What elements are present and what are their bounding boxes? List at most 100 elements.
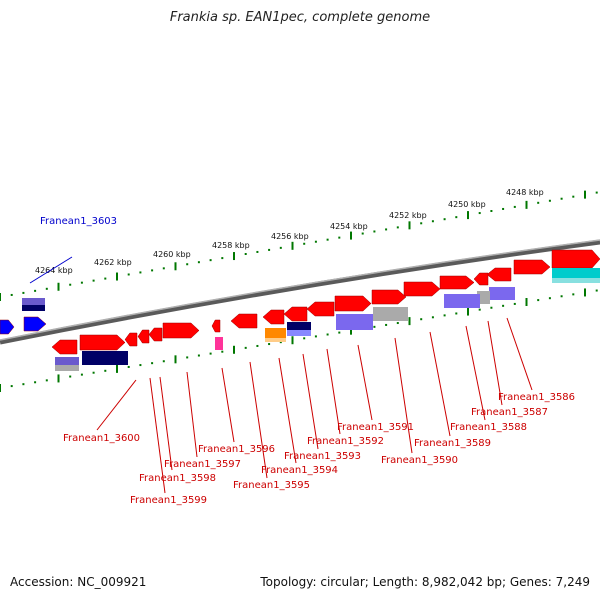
gene-leader-lines <box>29 256 533 494</box>
gene-arrow[interactable] <box>162 322 200 339</box>
gene-label-3597[interactable]: Franean1_3597 <box>164 459 241 470</box>
gene-label-3603[interactable]: Franean1_3603 <box>40 216 117 227</box>
tick-minor <box>244 346 247 349</box>
gene-arrow[interactable] <box>124 332 138 347</box>
domain-box[interactable] <box>477 291 490 304</box>
domain-box[interactable] <box>265 328 286 338</box>
gene-arrow[interactable] <box>79 334 126 351</box>
tick-minor <box>197 354 200 357</box>
gene-arrow[interactable] <box>148 327 163 342</box>
gene-arrow-highlight[interactable] <box>23 316 47 332</box>
gene-arrow[interactable] <box>439 275 475 290</box>
gene-label-3586[interactable]: Franean1_3586 <box>498 392 575 403</box>
domain-box[interactable] <box>22 305 45 311</box>
kbp-label: 4258 kbp <box>212 241 250 250</box>
gene-arrow[interactable] <box>486 267 512 282</box>
tick-minor <box>443 314 446 317</box>
tick-minor <box>45 379 48 382</box>
gene-arrow[interactable] <box>51 339 78 355</box>
gene-label-3594[interactable]: Franean1_3594 <box>261 465 338 476</box>
domain-box[interactable] <box>336 314 373 330</box>
kbp-label: 4252 kbp <box>389 211 427 220</box>
gene-arrow[interactable] <box>334 295 372 312</box>
tick-minor <box>478 212 481 215</box>
gene-arrow[interactable] <box>137 329 150 344</box>
gene-label-3596[interactable]: Franean1_3596 <box>198 444 275 455</box>
domain-box[interactable] <box>552 278 600 283</box>
gene-arrow-highlight[interactable] <box>0 319 15 335</box>
tick-minor <box>127 273 130 276</box>
tick-minor <box>34 289 37 292</box>
tick-minor <box>303 242 306 245</box>
leader-line <box>429 331 451 437</box>
gene-label-3593[interactable]: Franean1_3593 <box>284 451 361 462</box>
tick-minor <box>560 295 563 298</box>
tick-minor <box>104 369 107 372</box>
gene-label-3590[interactable]: Franean1_3590 <box>381 455 458 466</box>
gene-arrow[interactable] <box>306 301 335 317</box>
kbp-label: 4248 kbp <box>506 188 544 197</box>
tick-minor <box>314 335 317 338</box>
gene-label-3587[interactable]: Franean1_3587 <box>471 407 548 418</box>
domain-box[interactable] <box>287 330 311 336</box>
kbp-label: 4254 kbp <box>330 222 368 231</box>
tick-minor <box>373 230 376 233</box>
gene-label-3592[interactable]: Franean1_3592 <box>307 436 384 447</box>
tick-minor <box>186 356 189 359</box>
domain-box[interactable] <box>287 322 311 330</box>
tick-minor <box>279 341 282 344</box>
leader-line <box>186 371 198 458</box>
domain-box[interactable] <box>552 268 600 278</box>
tick-minor <box>595 289 598 292</box>
tick-minor <box>209 352 212 355</box>
tick-minor <box>10 385 13 388</box>
tick-minor <box>385 323 388 326</box>
tick-minor <box>478 308 481 311</box>
gene-arrow[interactable] <box>473 272 489 286</box>
gene-label-3599[interactable]: Franean1_3599 <box>130 495 207 506</box>
gene-label-3589[interactable]: Franean1_3589 <box>414 438 491 449</box>
tick-minor <box>151 362 154 365</box>
domain-box[interactable] <box>489 287 515 300</box>
domain-box[interactable] <box>55 357 79 365</box>
domain-box[interactable] <box>444 294 480 308</box>
domain-box[interactable] <box>373 307 408 321</box>
gene-label-3600[interactable]: Franean1_3600 <box>63 433 140 444</box>
gene-label-3595[interactable]: Franean1_3595 <box>233 480 310 491</box>
domain-box[interactable] <box>22 298 45 305</box>
domain-box[interactable] <box>55 365 79 371</box>
gene-arrow[interactable] <box>371 289 407 305</box>
tick-minor <box>455 312 458 315</box>
tick-minor <box>431 316 434 319</box>
domain-box[interactable] <box>215 337 223 350</box>
tick-minor <box>396 322 399 325</box>
outer-tick-track <box>0 190 598 301</box>
kbp-label: 4260 kbp <box>153 250 191 259</box>
genome-backbone-highlight <box>0 239 600 341</box>
tick-minor <box>513 205 516 208</box>
gene-arrow[interactable] <box>403 281 441 297</box>
domain-box[interactable] <box>82 351 128 365</box>
gene-arrow[interactable] <box>513 259 551 275</box>
leader-line <box>326 348 341 435</box>
gene-arrow[interactable] <box>283 306 308 322</box>
kbp-label: 4264 kbp <box>35 266 73 275</box>
gene-arrow[interactable] <box>211 319 221 333</box>
kbp-label: 4262 kbp <box>94 258 132 267</box>
tick-minor <box>537 299 540 302</box>
tick-minor <box>92 371 95 374</box>
tick-minor <box>197 261 200 264</box>
gene-label-3598[interactable]: Franean1_3598 <box>139 473 216 484</box>
genome-stats-text: Topology: circular; Length: 8,982,042 bp… <box>260 575 590 589</box>
tick-minor <box>338 331 341 334</box>
gene-label-3588[interactable]: Franean1_3588 <box>450 422 527 433</box>
gene-arrow[interactable] <box>551 249 600 269</box>
tick-minor <box>326 238 329 241</box>
domain-box[interactable] <box>265 338 286 342</box>
gene-arrow[interactable] <box>262 309 285 325</box>
gene-label-3591[interactable]: Franean1_3591 <box>337 422 414 433</box>
gene-arrow[interactable] <box>230 313 258 329</box>
gene-features[interactable] <box>0 249 600 371</box>
tick-minor <box>92 279 95 282</box>
